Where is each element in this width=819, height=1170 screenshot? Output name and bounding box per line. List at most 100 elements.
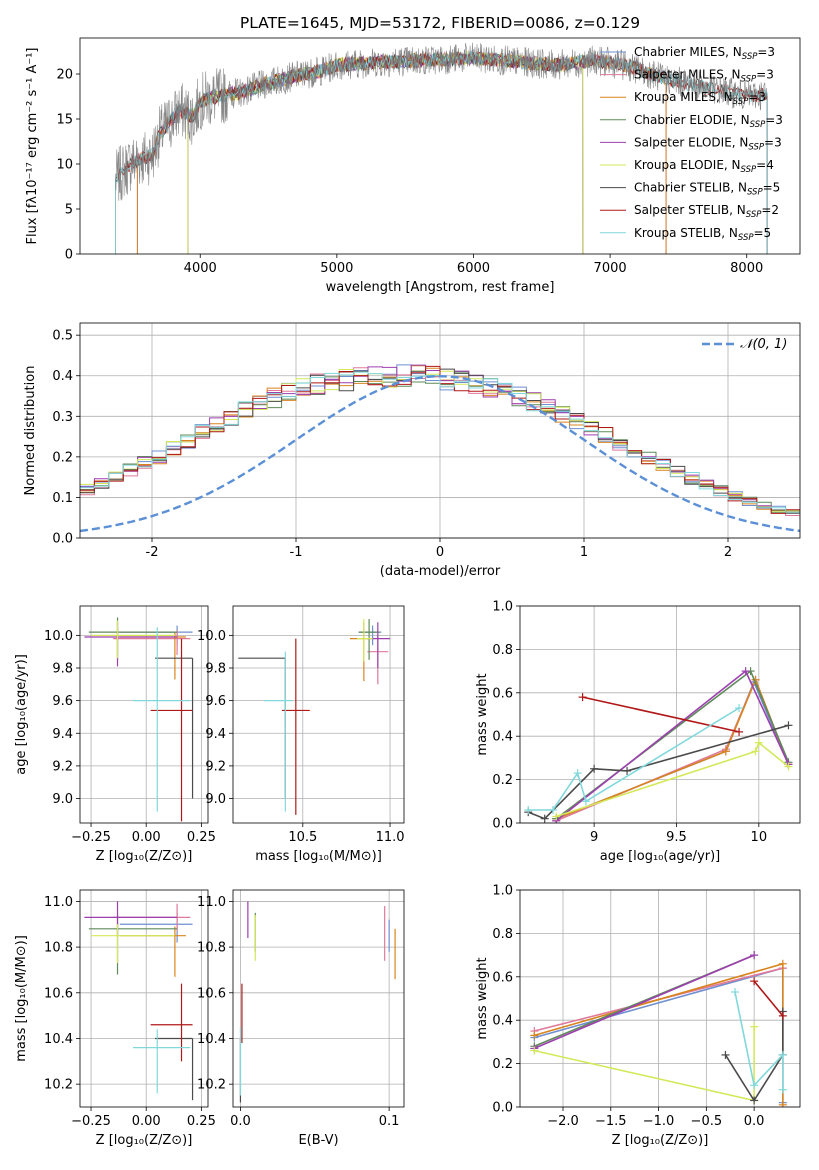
weight-line-chabrier-elodie <box>555 669 790 820</box>
legend-text: Salpeter MILES, N <box>634 68 741 82</box>
weight-line-chabrier-stelib <box>724 1011 784 1103</box>
histogram-kroupa-stelib <box>80 371 800 518</box>
y-axis-label: age [log₁₀(age/yr)] <box>14 654 29 775</box>
weight-line-salpeter-stelib <box>753 980 784 1017</box>
model-line-kroupa-elodie <box>187 50 584 254</box>
legend-text: Chabrier STELIB, N <box>634 181 747 195</box>
weight-vs-z-panel: −2.0 −1.5 −1.0 −0.5 0.0 0.0 0.2 0.4 0.6 0.8 1.0 Z [… <box>475 884 801 1148</box>
y-tick-label: 9.0 <box>205 792 226 807</box>
y-tick-label: 10.2 <box>197 1078 226 1093</box>
legend-entry: Chabrier STELIB, NSSP=5 <box>634 181 780 198</box>
x-tick-label: −2.0 <box>547 1114 579 1129</box>
crosses <box>239 901 396 1103</box>
x-tick-label: −1.0 <box>643 1114 675 1129</box>
crosses <box>84 617 194 822</box>
y-tick-label: 0.8 <box>492 643 513 658</box>
legend-text: Kroupa ELODIE, N <box>634 158 741 172</box>
y-tick-label: 10.2 <box>44 1078 73 1093</box>
weight-lines <box>524 667 793 823</box>
legend-text: Chabrier ELODIE, N <box>634 113 750 127</box>
age-vs-z-panel: −0.25 0.00 0.25 9.0 9.2 9.4 9.6 9.8 10.0 Z [log₁₀… <box>14 605 216 864</box>
axes-frame <box>79 889 209 1108</box>
y-axis-label: mass [log₁₀(M/M⊙)] <box>14 935 29 1062</box>
y-tick-label: 0 <box>65 248 73 263</box>
legend-value: =3 <box>764 135 782 149</box>
y-tick-label: 10.4 <box>44 1032 73 1047</box>
model-line-salpeter-miles <box>136 51 667 254</box>
histogram-kroupa-elodie <box>80 369 800 514</box>
mass-vs-ebv-panel: 0.0 0.1 10.2 10.4 10.6 10.8 11.0 E(B-V) <box>197 889 405 1148</box>
x-tick-label: -2 <box>146 545 159 560</box>
x-tick-label: 9.5 <box>666 830 687 845</box>
legend-entry: Salpeter MILES, NSSP=3 <box>634 68 774 85</box>
y-tick-label: 0.1 <box>52 491 73 506</box>
y-tick-label: 10.6 <box>197 986 226 1001</box>
y-tick-label: 9.0 <box>52 792 73 807</box>
y-tick-label: 10.8 <box>44 941 73 956</box>
x-tick-label: −0.25 <box>71 1114 111 1129</box>
y-tick-label: 0.0 <box>492 1101 513 1116</box>
y-tick-label: 9.6 <box>205 694 226 709</box>
weight-line-salpeter-stelib <box>582 696 740 733</box>
axes-frame <box>79 322 801 539</box>
x-tick-label: 0.00 <box>132 1114 161 1129</box>
y-tick-label: 1.0 <box>492 600 513 615</box>
x-tick-label: 0.0 <box>230 1114 251 1129</box>
legend-subscript: SSP <box>748 142 764 152</box>
y-tick-label: 0.3 <box>52 410 73 425</box>
histograms <box>80 364 800 533</box>
axes-frame <box>232 889 405 1108</box>
x-tick-label: 9 <box>590 830 598 845</box>
y-tick-label: 10.0 <box>44 629 73 644</box>
x-axis-label: mass [log₁₀(M/M⊙)] <box>255 849 382 864</box>
crosses <box>238 619 391 815</box>
y-tick-label: 0.6 <box>492 686 513 701</box>
legend-value: =5 <box>754 226 772 240</box>
x-tick-label: 5000 <box>320 261 353 276</box>
y-tick-label: 20 <box>56 68 73 83</box>
x-axis-label: wavelength [Angstrom, rest frame] <box>326 280 555 295</box>
y-tick-label: 10.6 <box>44 986 73 1001</box>
histogram-kroupa-miles <box>80 365 800 517</box>
y-tick-label: 0.8 <box>492 927 513 942</box>
legend-entry: 𝒩(0, 1) <box>740 337 787 352</box>
y-tick-label: 9.2 <box>52 759 73 774</box>
y-tick-label: 9.4 <box>52 727 73 742</box>
model-series <box>115 42 768 254</box>
y-tick-label: 0.0 <box>492 817 513 832</box>
y-tick-label: 9.8 <box>52 662 73 677</box>
y-tick-label: 0.2 <box>52 450 73 465</box>
y-tick-label: 9.2 <box>205 759 226 774</box>
x-tick-label: −0.5 <box>691 1114 723 1129</box>
legend-subscript: SSP <box>747 188 763 198</box>
spectrum-panel: PLATE=1645, MJD=53172, FIBERID=0086, z=0… <box>25 14 801 295</box>
legend-value: =4 <box>756 158 774 172</box>
legend-value: =3 <box>756 68 774 82</box>
x-tick-label: 0.25 <box>187 1114 216 1129</box>
x-tick-label: 7000 <box>594 261 627 276</box>
chart-title: PLATE=1645, MJD=53172, FIBERID=0086, z=0… <box>240 14 640 32</box>
x-tick-label: -1 <box>290 545 303 560</box>
y-tick-label: 0.4 <box>492 1014 513 1029</box>
legend-entry: Kroupa ELODIE, NSSP=4 <box>634 158 774 175</box>
legend-entry: Kroupa MILES, NSSP=3 <box>634 90 766 107</box>
x-tick-label: −0.25 <box>71 830 111 845</box>
legend-subscript: SSP <box>741 165 757 175</box>
model-line-kroupa-miles <box>136 50 667 254</box>
x-tick-label: 10 <box>751 830 768 845</box>
y-tick-label: 0.0 <box>52 532 73 547</box>
y-tick-label: 0.5 <box>52 329 73 344</box>
y-tick-label: 0.6 <box>492 970 513 985</box>
y-tick-label: 11.0 <box>197 895 226 910</box>
axes-frame <box>79 605 209 824</box>
legend-value: =2 <box>761 203 779 217</box>
residual-panel: -2 -1 0 1 2 0.0 0.1 0.2 0.3 0.4 0.5 (data-model)/er… <box>23 322 801 579</box>
legend-entry: Salpeter STELIB, NSSP=2 <box>634 203 779 220</box>
y-axis-label: Normed distribution <box>23 366 38 496</box>
y-tick-label: 11.0 <box>44 895 73 910</box>
y-tick-label: 10.0 <box>197 629 226 644</box>
x-tick-label: 1 <box>580 545 588 560</box>
x-axis-label: age [log₁₀(age/yr)] <box>600 849 721 864</box>
